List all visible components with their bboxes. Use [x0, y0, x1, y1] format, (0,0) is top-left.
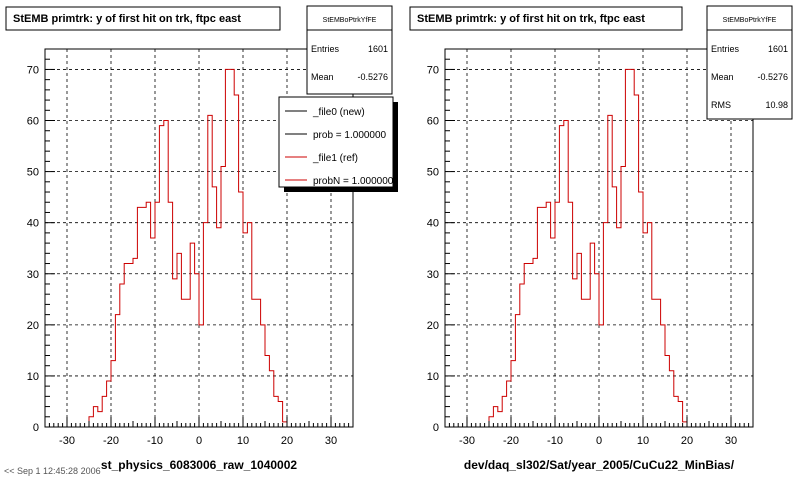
chart-title: StEMB primtrk: y of first hit on trk, ft…	[417, 13, 645, 25]
y-tick-label: 0	[33, 422, 39, 434]
legend-label: prob = 1.000000	[313, 130, 387, 141]
x-axis-label: st_physics_6083006_raw_1040002	[101, 458, 297, 472]
x-tick-label: 10	[237, 435, 249, 447]
x-tick-label: 0	[196, 435, 202, 447]
title-box	[5, 6, 281, 31]
x-tick-label: 20	[281, 435, 293, 447]
stats-name: StEMBoPtrkYfFE	[323, 17, 377, 24]
x-tick-label: 10	[637, 435, 649, 447]
stats-label: Mean	[311, 72, 334, 82]
y-tick-label: 20	[427, 320, 439, 332]
y-tick-label: 60	[427, 116, 439, 128]
x-tick-label: 20	[681, 435, 693, 447]
x-tick-label: -10	[547, 435, 563, 447]
histogram-panel-2: -30 -20 -10 0 10 20 30 0 10 20 30 40 50 60 70 dev/daq_s…	[409, 5, 793, 472]
y-tick-label: 70	[27, 64, 39, 76]
stats-value: -0.5276	[357, 72, 388, 82]
stats-label: Mean	[711, 72, 734, 82]
legend-label: probN = 1.000000	[313, 176, 394, 187]
y-tick-label: 10	[27, 371, 39, 383]
histogram-panel-1: -30 -20 -10 0 10 20 30 0 10 20 30 40 50 60 70 st_physic…	[5, 5, 398, 472]
x-tick-label: -30	[459, 435, 475, 447]
timestamp-note: << Sep 1 12:45:28 2006	[4, 466, 101, 476]
chart-title: StEMB primtrk: y of first hit on trk, ft…	[13, 13, 241, 25]
stats-label: Entries	[311, 44, 340, 54]
stats-value: 1601	[768, 44, 788, 54]
x-tick-label: 0	[596, 435, 602, 447]
stats-value: 1601	[368, 44, 388, 54]
y-tick-label: 40	[27, 218, 39, 230]
y-tick-label: 30	[427, 269, 439, 281]
y-tick-label: 60	[27, 116, 39, 128]
y-tick-label: 20	[27, 320, 39, 332]
stats-box	[706, 5, 793, 120]
legend-label: _file1 (ref)	[312, 153, 358, 164]
stats-label: Entries	[711, 44, 740, 54]
x-tick-label: -20	[103, 435, 119, 447]
x-tick-label: 30	[725, 435, 737, 447]
y-tick-label: 40	[427, 218, 439, 230]
histogram-line	[45, 68, 353, 428]
x-tick-label: -30	[59, 435, 75, 447]
y-tick-label: 30	[27, 269, 39, 281]
legend-entries: _file0 (new) prob = 1.000000 _file1 (ref) p…	[285, 107, 394, 187]
legend-label: _file0 (new)	[312, 107, 365, 118]
y-tick-label: 50	[427, 167, 439, 179]
stats-value: -0.5276	[757, 72, 788, 82]
stats-name: StEMBoPtrkYfFE	[723, 17, 777, 24]
y-tick-label: 70	[427, 64, 439, 76]
x-axis-label: dev/daq_sl302/Sat/year_2005/CuCu22_MinBi…	[464, 458, 735, 472]
x-tick-label: 30	[325, 435, 337, 447]
y-tick-label: 10	[427, 371, 439, 383]
stats-value: 10.98	[765, 100, 788, 110]
legend-box	[278, 96, 394, 188]
title-box	[409, 6, 683, 31]
stats-label: RMS	[711, 100, 731, 110]
x-tick-label: -10	[147, 435, 163, 447]
y-tick-label: 0	[433, 422, 439, 434]
histogram-line	[445, 68, 753, 428]
stats-box	[306, 5, 393, 95]
x-tick-label: -20	[503, 435, 519, 447]
y-tick-label: 50	[27, 167, 39, 179]
